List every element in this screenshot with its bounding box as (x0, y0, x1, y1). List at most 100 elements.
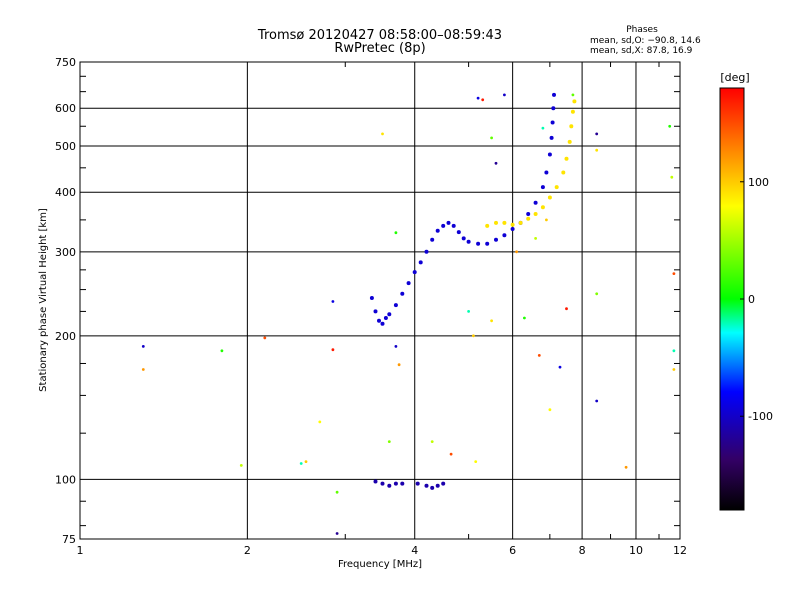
data-point (490, 136, 493, 140)
grid-lines (80, 62, 680, 539)
data-point (387, 440, 391, 443)
data-point (564, 156, 569, 161)
data-point (502, 233, 507, 238)
data-point (435, 483, 440, 488)
data-point (548, 408, 552, 412)
data-point (490, 319, 493, 323)
data-point (466, 239, 471, 244)
data-point (430, 485, 435, 490)
data-point (554, 185, 559, 190)
y-axis-title: Stationary phase Virtual Height [km] (38, 208, 49, 392)
data-point (547, 195, 552, 200)
data-point (387, 483, 392, 488)
data-point (304, 460, 308, 463)
data-point (485, 223, 490, 228)
chart-title-line2: RwPretec (8p) (334, 41, 425, 56)
data-point (550, 120, 555, 125)
x-tick-label: 4 (411, 544, 418, 557)
data-point (523, 316, 526, 320)
data-point (672, 349, 676, 353)
data-point (400, 291, 405, 296)
data-point (424, 483, 429, 488)
data-point (406, 281, 411, 286)
x-tick-label: 6 (509, 544, 516, 557)
phases-line-x: mean, sd,X: 87.8, 16.9 (590, 46, 693, 56)
data-point (476, 241, 481, 246)
data-point (552, 92, 556, 97)
chart-title-line1: Tromsø 20120427 08:58:00–08:59:43 (257, 28, 502, 43)
data-point (430, 237, 435, 242)
data-point (335, 532, 339, 535)
x-tick-label: 12 (673, 544, 687, 557)
data-point (549, 135, 554, 140)
data-point (373, 479, 378, 484)
data-point (394, 231, 398, 235)
y-tick-label: 600 (55, 102, 76, 115)
data-point (412, 270, 417, 275)
data-point (415, 481, 420, 486)
data-point (526, 212, 531, 216)
data-point (670, 175, 674, 179)
data-point (571, 93, 575, 97)
data-point (393, 481, 398, 486)
data-point (503, 93, 506, 97)
data-point (381, 132, 384, 136)
data-point (595, 292, 599, 296)
data-point (451, 223, 456, 228)
data-point (394, 345, 398, 348)
data-point (494, 237, 498, 242)
data-point (141, 345, 145, 348)
data-point (424, 249, 429, 254)
data-point (393, 303, 398, 308)
data-point (533, 212, 538, 216)
data-point (537, 354, 541, 357)
data-point (141, 368, 145, 371)
data-point (540, 205, 545, 210)
data-point (387, 312, 392, 317)
data-point (672, 368, 676, 371)
data-point (494, 220, 498, 225)
data-point (380, 321, 385, 326)
data-point (518, 220, 523, 225)
data-point (263, 336, 267, 340)
data-point (474, 460, 478, 463)
data-point (624, 465, 628, 469)
colorbar-ticks: 100 0 -100 (740, 176, 773, 423)
y-tick-label: 400 (55, 186, 76, 199)
data-point (299, 462, 303, 465)
data-point (461, 236, 466, 241)
data-point (472, 334, 475, 338)
data-point (672, 272, 676, 275)
data-point (595, 399, 599, 403)
data-point (449, 452, 453, 456)
data-point (318, 420, 322, 424)
x-tick-label: 1 (77, 544, 84, 557)
phases-line-o: mean, sd,O: −90.8, 14.6 (590, 36, 701, 46)
data-point (369, 296, 374, 300)
y-tick-label: 300 (55, 246, 76, 259)
data-point (467, 310, 470, 313)
data-point (595, 132, 599, 136)
data-point (547, 152, 552, 157)
data-point (572, 99, 577, 104)
y-tick-label: 100 (55, 473, 76, 486)
colorbar-label: [deg] (720, 71, 749, 84)
data-point (441, 223, 446, 228)
data-point (383, 316, 388, 320)
data-point (476, 96, 480, 100)
data-point (510, 222, 515, 227)
data-point (533, 200, 538, 205)
data-point (595, 148, 599, 152)
data-point (565, 307, 568, 311)
data-points (141, 92, 676, 535)
data-point (335, 490, 339, 494)
x-tick-label: 2 (244, 544, 251, 557)
data-point (510, 227, 515, 231)
data-point (551, 106, 556, 111)
y-tick-label: 75 (62, 533, 76, 546)
x-tick-label: 10 (629, 544, 643, 557)
y-tick-label: 750 (55, 56, 76, 69)
data-point (397, 363, 401, 367)
